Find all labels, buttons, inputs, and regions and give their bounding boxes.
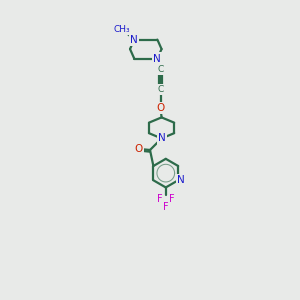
Text: F: F <box>157 194 162 204</box>
Text: N: N <box>130 34 138 45</box>
Text: N: N <box>177 175 184 185</box>
Text: C: C <box>158 65 164 74</box>
Text: CH₃: CH₃ <box>113 25 130 34</box>
Text: C: C <box>158 85 164 94</box>
Text: N: N <box>158 134 165 143</box>
Text: N: N <box>154 53 161 64</box>
Text: O: O <box>134 144 142 154</box>
Text: F: F <box>169 194 175 204</box>
Text: O: O <box>156 103 165 113</box>
Text: F: F <box>163 202 169 212</box>
